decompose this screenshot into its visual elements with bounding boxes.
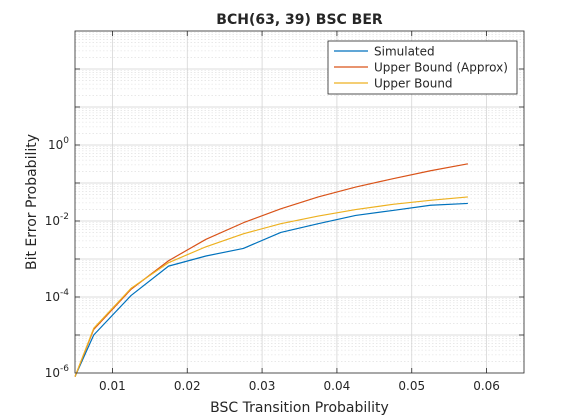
tick-marks: [75, 31, 524, 373]
series-lines: [74, 163, 468, 377]
y-tick-label: 10-2: [45, 212, 69, 228]
x-tick-labels: 0.01 0.02 0.03 0.04 0.05 0.06: [99, 379, 500, 393]
legend-entry-upper-bound-approx: Upper Bound (Approx): [374, 61, 508, 75]
series-line-upper-bound: [74, 196, 468, 377]
legend-entry-upper-bound: Upper Bound: [374, 77, 453, 91]
x-tick-label: 0.03: [249, 379, 276, 393]
y-tick-labels: 10-6 10-4 10-2 100: [45, 136, 70, 380]
x-tick-label: 0.04: [324, 379, 351, 393]
x-tick-label: 0.05: [398, 379, 425, 393]
x-tick-label: 0.06: [473, 379, 500, 393]
grid: [75, 31, 524, 373]
axes-box: [74, 30, 525, 374]
x-tick-label: 0.02: [174, 379, 201, 393]
x-tick-label: 0.01: [99, 379, 126, 393]
y-tick-label: 10-6: [45, 364, 70, 380]
chart-title: BCH(63, 39) BSC BER: [216, 12, 383, 28]
y-axis-label: Bit Error Probability: [24, 134, 40, 270]
legend: Simulated Upper Bound (Approx) Upper Bou…: [327, 40, 518, 95]
series-line-upper-bound-approx: [74, 163, 468, 377]
legend-entry-simulated: Simulated: [374, 45, 435, 59]
y-tick-label: 10-4: [45, 288, 70, 304]
series-line-simulated: [74, 202, 468, 377]
y-tick-label: 100: [48, 136, 69, 152]
x-axis-label: BSC Transition Probability: [210, 400, 389, 416]
